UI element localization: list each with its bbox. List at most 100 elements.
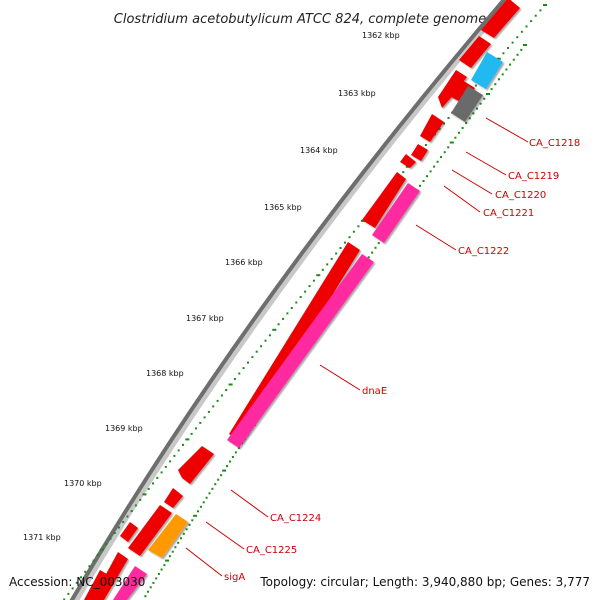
tick-mark	[511, 41, 514, 44]
tick-mark	[312, 279, 315, 282]
tick-mark	[88, 565, 91, 568]
gene-feature[interactable]	[438, 70, 467, 108]
tick-mark	[539, 9, 542, 12]
tick-mark	[67, 592, 70, 595]
gene-feature[interactable]	[120, 522, 138, 542]
tick-mark	[247, 361, 249, 364]
tick-mark	[185, 528, 188, 531]
gene-label[interactable]: CA_C1220	[495, 190, 546, 201]
tick-mark	[534, 14, 537, 17]
gene-feature[interactable]	[451, 80, 475, 104]
gene-feature-magenta[interactable]	[227, 254, 374, 448]
tick-mark	[299, 296, 302, 298]
gene-label[interactable]: dnaE	[362, 386, 387, 397]
tick-mark	[429, 170, 432, 173]
tick-mark	[71, 587, 74, 590]
tick-mark	[205, 496, 208, 499]
tick-mark	[231, 456, 234, 458]
tick-mark	[80, 576, 82, 579]
tick-mark	[255, 350, 258, 353]
tick-mark	[501, 73, 504, 76]
tick-mark	[512, 58, 515, 61]
gene-feature[interactable]	[164, 488, 183, 508]
gene-features	[84, 0, 520, 600]
tick-mark	[229, 460, 231, 463]
tick-mark	[212, 405, 215, 408]
gene-feature[interactable]	[178, 446, 214, 484]
tick-mark	[520, 30, 523, 33]
tick-mark	[193, 514, 198, 517]
tick-mark	[264, 339, 267, 342]
tick-mark	[308, 285, 311, 288]
gene-feature-cyan[interactable]	[471, 52, 503, 89]
tick-label: 1364 kbp	[300, 146, 338, 155]
gene-feature[interactable]	[420, 114, 444, 142]
tick-mark	[490, 88, 493, 91]
gene-feature[interactable]	[481, 0, 520, 38]
tick-mark	[109, 537, 112, 540]
tick-mark	[225, 389, 228, 391]
tick-mark	[216, 399, 219, 402]
gene-feature[interactable]	[362, 172, 406, 228]
gene-label[interactable]: CA_C1222	[458, 246, 509, 257]
tick-mark	[474, 84, 477, 87]
tick-mark	[352, 230, 355, 233]
gene-label[interactable]: sigA	[224, 572, 245, 583]
gene-feature[interactable]	[411, 144, 428, 161]
tick-mark	[174, 546, 177, 549]
tick-label: 1366 kbp	[225, 258, 263, 267]
gene-feature[interactable]	[459, 36, 491, 68]
gene-feature-magenta[interactable]	[372, 183, 420, 243]
genome-backbone	[69, 0, 512, 600]
tick-mark	[180, 537, 182, 540]
gene-feature-magenta[interactable]	[113, 566, 147, 600]
tick-mark	[84, 570, 87, 573]
tick-mark	[134, 504, 137, 507]
gene-feature[interactable]	[128, 505, 172, 556]
tick-mark	[105, 543, 108, 546]
tick-mark	[214, 483, 217, 486]
gene-label[interactable]: CA_C1218	[529, 138, 580, 149]
tick-mark	[371, 251, 374, 254]
tick-mark	[222, 469, 227, 472]
tick-mark	[118, 526, 120, 529]
tick-mark	[75, 581, 78, 584]
tick-mark	[163, 564, 166, 567]
tick-mark	[516, 53, 519, 56]
gene-feature-gray[interactable]	[451, 86, 483, 122]
tick-mark	[173, 454, 176, 457]
tick-mark	[440, 156, 443, 158]
tick-mark	[191, 519, 194, 522]
tick-mark	[458, 131, 460, 134]
gene-label[interactable]: CA_C1219	[508, 171, 559, 182]
tick-mark	[360, 219, 365, 222]
gene-label[interactable]: CA_C1221	[483, 208, 534, 219]
tick-mark	[226, 465, 228, 468]
gene-label[interactable]: CA_C1225	[246, 545, 297, 556]
tick-mark	[220, 394, 223, 397]
tick-mark	[509, 63, 512, 66]
tick-mark	[461, 127, 464, 129]
tick-mark	[419, 184, 421, 187]
tick-mark	[486, 93, 490, 95]
tick-mark	[168, 555, 171, 558]
tick-mark	[199, 421, 202, 424]
tick-mark	[122, 521, 125, 523]
tick-mark	[203, 416, 206, 419]
gene-feature[interactable]	[400, 154, 416, 168]
tick-mark	[207, 410, 210, 413]
gene-label[interactable]: CA_C1224	[270, 513, 321, 524]
gene-feature[interactable]	[229, 242, 360, 442]
tick-mark	[211, 487, 214, 490]
tick-mark	[498, 78, 500, 81]
leader-line	[465, 151, 507, 176]
tick-label: 1363 kbp	[338, 89, 376, 98]
tick-mark	[286, 312, 289, 315]
tick-mark	[405, 165, 410, 168]
gene-feature-orange[interactable]	[148, 514, 188, 558]
tick-mark	[422, 180, 425, 182]
tick-mark	[185, 438, 190, 441]
tick-mark	[272, 328, 277, 331]
gene-feature[interactable]	[84, 570, 110, 600]
